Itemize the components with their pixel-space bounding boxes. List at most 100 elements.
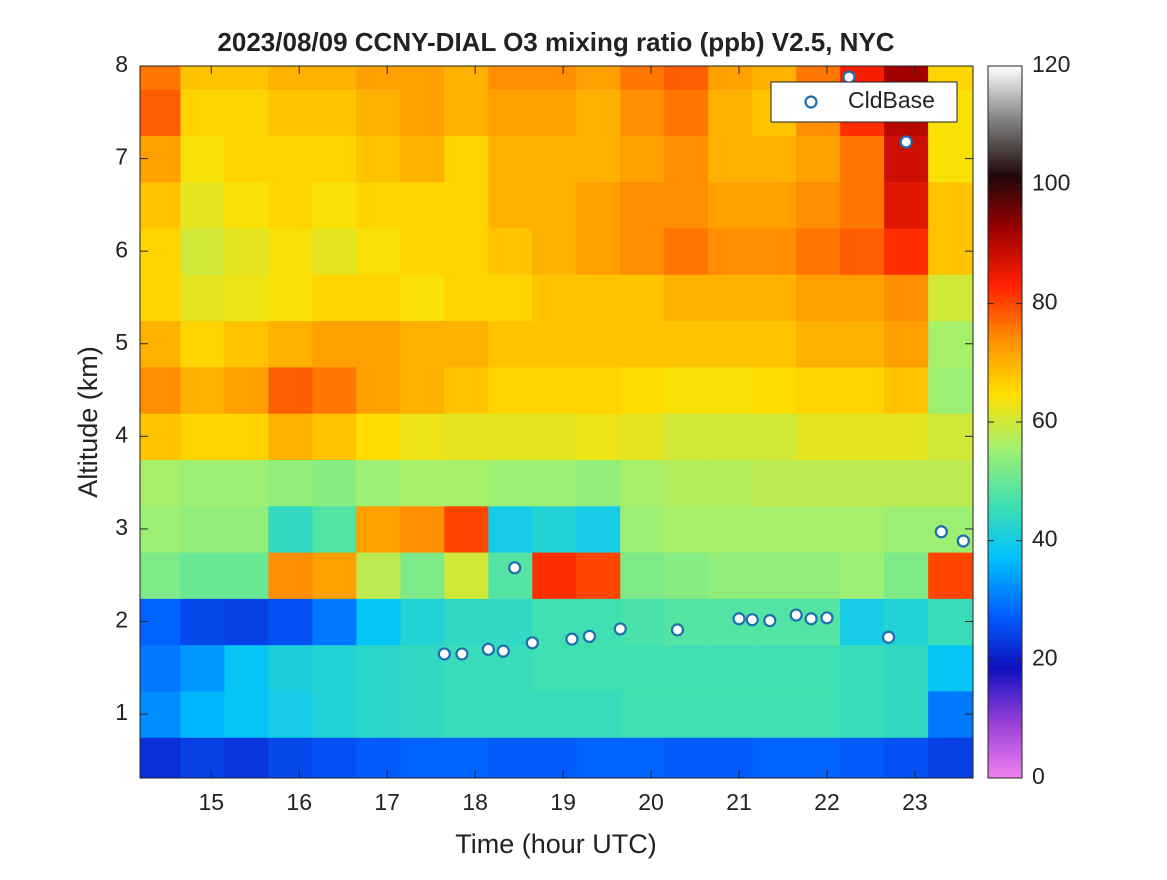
heatmap-cell bbox=[708, 598, 753, 646]
cloud-base-point bbox=[613, 622, 627, 636]
heatmap-cell bbox=[312, 644, 357, 692]
colorbar-tick-label: 80 bbox=[1032, 288, 1058, 314]
heatmap-cell bbox=[664, 552, 709, 599]
heatmap-cell bbox=[664, 737, 709, 778]
heatmap-cell bbox=[400, 135, 445, 183]
heatmap-cell bbox=[488, 552, 533, 599]
cloud-base-point bbox=[565, 632, 579, 646]
heatmap-cell bbox=[444, 413, 489, 460]
colorbar-tick-label: 60 bbox=[1032, 407, 1058, 433]
heatmap-cell bbox=[620, 505, 665, 553]
heatmap-cell bbox=[488, 598, 533, 646]
cloud-base-point bbox=[745, 613, 759, 627]
heatmap-cell bbox=[140, 644, 181, 692]
heatmap-cell bbox=[752, 228, 797, 275]
heatmap-cell bbox=[312, 598, 357, 646]
heatmap-cell bbox=[444, 459, 489, 507]
heatmap-cell bbox=[664, 66, 709, 90]
heatmap-cell bbox=[708, 459, 753, 507]
heatmap-cell bbox=[708, 690, 753, 738]
heatmap-cell bbox=[708, 89, 753, 136]
heatmap-cell bbox=[356, 228, 401, 275]
x-tick-label: 16 bbox=[286, 789, 312, 815]
heatmap-cell bbox=[400, 366, 445, 414]
heatmap-cell bbox=[356, 66, 401, 90]
heatmap-cell bbox=[840, 135, 885, 183]
heatmap-cell bbox=[576, 690, 621, 738]
heatmap-cell bbox=[180, 228, 225, 275]
heatmap-cell bbox=[884, 644, 929, 692]
heatmap-cell bbox=[840, 181, 885, 229]
heatmap-cell bbox=[620, 366, 665, 414]
heatmap-cell bbox=[140, 366, 181, 414]
heatmap-cell bbox=[180, 413, 225, 460]
heatmap-cell bbox=[356, 89, 401, 136]
cloud-base-point bbox=[842, 70, 856, 84]
colorbar-tick-label: 40 bbox=[1032, 526, 1058, 552]
heatmap-cell bbox=[224, 366, 269, 414]
heatmap-cell bbox=[620, 66, 665, 90]
heatmap-cell bbox=[620, 413, 665, 460]
heatmap-cell bbox=[532, 644, 577, 692]
heatmap-cell bbox=[488, 228, 533, 275]
heatmap-cell bbox=[268, 459, 313, 507]
heatmap-cell bbox=[224, 552, 269, 599]
heatmap-cell bbox=[488, 181, 533, 229]
heatmap-cell bbox=[752, 135, 797, 183]
legend-box bbox=[770, 81, 958, 123]
heatmap-cell bbox=[312, 413, 357, 460]
heatmap-cell bbox=[180, 505, 225, 553]
heatmap-cell bbox=[664, 320, 709, 368]
heatmap-cell bbox=[180, 644, 225, 692]
heatmap-cell bbox=[356, 690, 401, 738]
heatmap-cell bbox=[400, 274, 445, 322]
legend-marker bbox=[804, 95, 818, 109]
heatmap-cell bbox=[532, 89, 577, 136]
heatmap-cell bbox=[224, 598, 269, 646]
heatmap-cell bbox=[576, 135, 621, 183]
heatmap-cell bbox=[140, 552, 181, 599]
heatmap-cell bbox=[664, 598, 709, 646]
heatmap-cell bbox=[532, 320, 577, 368]
heatmap-cell bbox=[140, 274, 181, 322]
heatmap-cell bbox=[884, 181, 929, 229]
heatmap-cell bbox=[664, 644, 709, 692]
heatmap-cell bbox=[840, 644, 885, 692]
heatmap-cell bbox=[796, 366, 841, 414]
heatmap-cell bbox=[356, 320, 401, 368]
heatmap-cell bbox=[312, 690, 357, 738]
x-tick-label: 20 bbox=[638, 789, 664, 815]
heatmap-cell bbox=[444, 181, 489, 229]
heatmap-cell bbox=[884, 505, 929, 553]
heatmap-cell bbox=[400, 459, 445, 507]
heatmap-cell bbox=[576, 505, 621, 553]
heatmap-cell bbox=[180, 320, 225, 368]
heatmap-cell bbox=[752, 644, 797, 692]
heatmap-cell bbox=[356, 552, 401, 599]
heatmap-cell bbox=[444, 135, 489, 183]
heatmap-cell bbox=[708, 274, 753, 322]
heatmap-cell bbox=[488, 135, 533, 183]
heatmap-cell bbox=[488, 366, 533, 414]
legend: CldBase bbox=[770, 81, 958, 123]
heatmap-cell bbox=[884, 228, 929, 275]
heatmap-cell bbox=[312, 274, 357, 322]
heatmap-cell bbox=[180, 598, 225, 646]
heatmap-cell bbox=[664, 181, 709, 229]
heatmap-cell bbox=[796, 320, 841, 368]
heatmap-cell bbox=[576, 737, 621, 778]
cloud-base-point bbox=[732, 612, 746, 626]
heatmap-cell bbox=[488, 274, 533, 322]
heatmap-cell bbox=[224, 505, 269, 553]
heatmap-cell bbox=[224, 320, 269, 368]
heatmap-cell bbox=[796, 135, 841, 183]
heatmap-cell bbox=[664, 413, 709, 460]
colorbar-tick-label: 120 bbox=[1032, 51, 1070, 77]
heatmap-cell bbox=[708, 505, 753, 553]
heatmap-cell bbox=[444, 366, 489, 414]
heatmap-cell bbox=[444, 737, 489, 778]
heatmap-cell bbox=[268, 598, 313, 646]
heatmap-cell bbox=[224, 135, 269, 183]
cloud-base-point bbox=[437, 647, 451, 661]
heatmap-cell bbox=[312, 89, 357, 136]
